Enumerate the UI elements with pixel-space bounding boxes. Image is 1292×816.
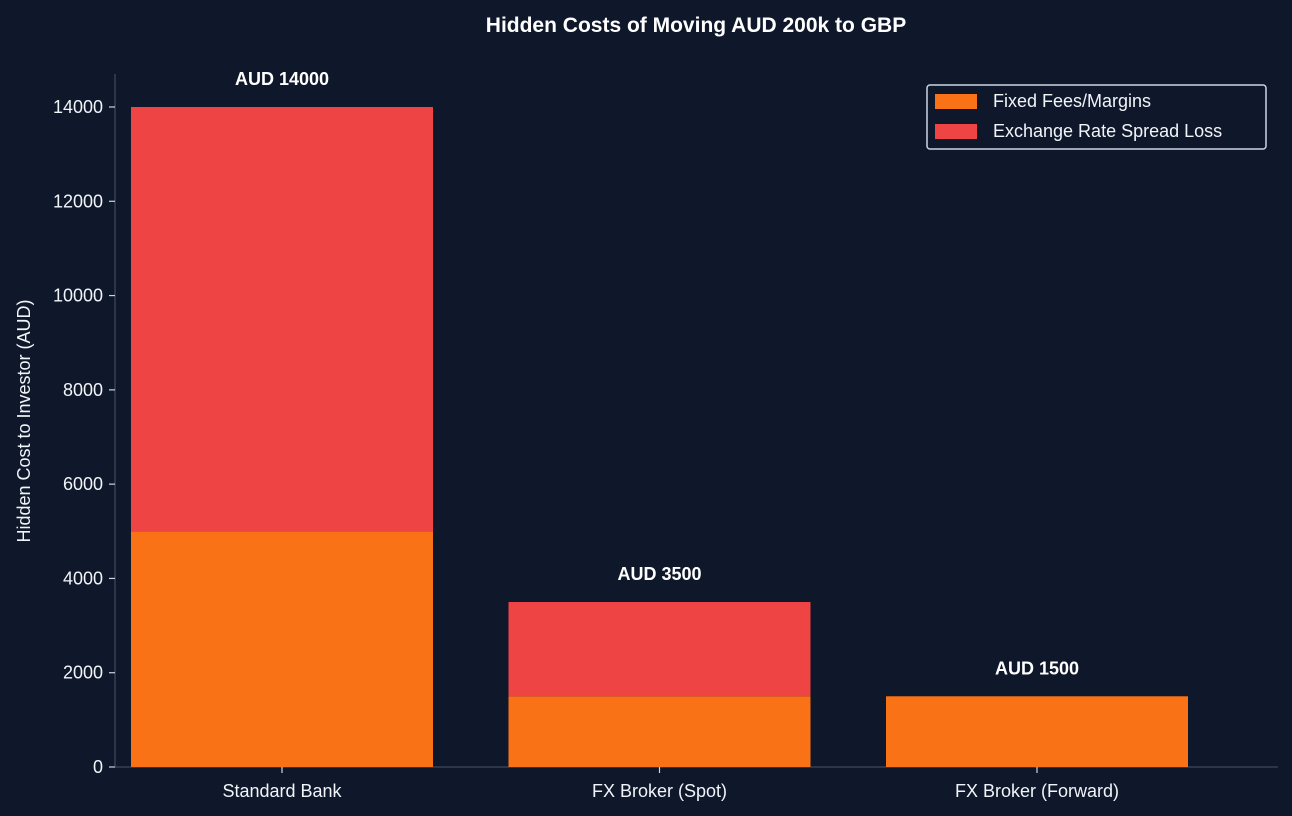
- y-tick-label: 12000: [53, 191, 103, 211]
- bar-total-label: AUD 3500: [617, 564, 701, 584]
- chart-title: Hidden Costs of Moving AUD 200k to GBP: [486, 14, 906, 37]
- bar-segment-spread-loss: [131, 107, 433, 532]
- legend-swatch: [935, 124, 977, 139]
- legend-box: [926, 84, 1267, 150]
- y-tick-label: 0: [93, 757, 103, 777]
- x-tick-label: Standard Bank: [222, 781, 342, 801]
- y-tick-label: 8000: [63, 380, 103, 400]
- y-tick-label: 14000: [53, 97, 103, 117]
- y-tick-label: 2000: [63, 663, 103, 683]
- y-tick-label: 10000: [53, 286, 103, 306]
- bar-segment-spread-loss: [508, 602, 811, 697]
- legend-label: Exchange Rate Spread Loss: [993, 121, 1222, 141]
- bar-total-label: AUD 14000: [235, 69, 329, 89]
- x-tick-label: FX Broker (Spot): [592, 781, 727, 801]
- bar-segment-fixed-fees: [886, 696, 1188, 767]
- bar-total-label: AUD 1500: [995, 658, 1079, 678]
- y-tick-label: 6000: [63, 474, 103, 494]
- x-tick-label: FX Broker (Forward): [955, 781, 1119, 801]
- legend-swatch: [935, 94, 977, 109]
- y-axis-label: Hidden Cost to Investor (AUD): [14, 299, 34, 542]
- bar-segment-fixed-fees: [508, 696, 811, 767]
- legend-label: Fixed Fees/Margins: [993, 91, 1151, 111]
- plot-area: 0 2000 4000 6000 8000 10000 12000 14000 Standard…: [53, 69, 1278, 801]
- legend: Fixed Fees/Margins Exchange Rate Spread L…: [926, 84, 1267, 150]
- y-tick-label: 4000: [63, 568, 103, 588]
- bar-segment-fixed-fees: [131, 531, 433, 767]
